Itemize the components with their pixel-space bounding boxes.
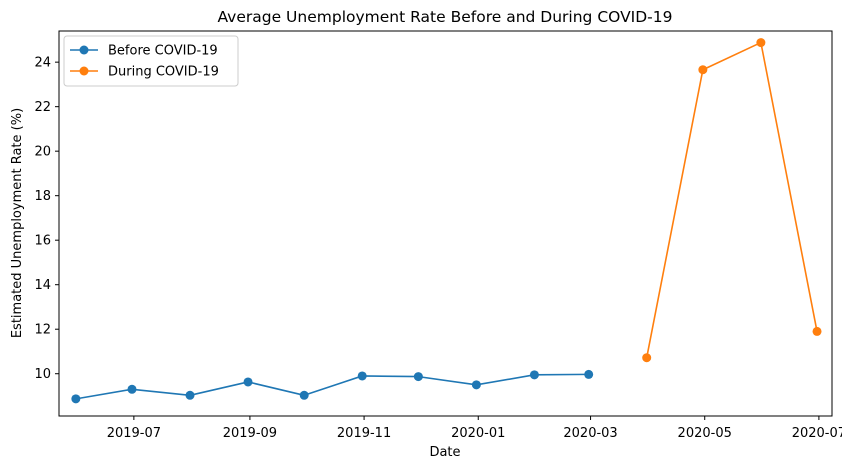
data-point — [71, 394, 81, 404]
x-tick-label: 2019-11 — [337, 426, 391, 441]
data-point — [471, 380, 481, 390]
y-tick-label: 20 — [34, 145, 51, 160]
y-axis-label: Estimated Unemployment Rate (%) — [10, 108, 25, 338]
y-tick-label: 22 — [34, 100, 51, 115]
legend-item: Before COVID-19 — [70, 44, 218, 59]
data-point — [529, 370, 539, 380]
data-point — [357, 371, 367, 381]
legend-item: During COVID-19 — [70, 65, 219, 80]
y-tick-label: 24 — [34, 56, 51, 71]
legend-label: Before COVID-19 — [108, 44, 218, 59]
y-tick-label: 10 — [34, 367, 51, 382]
data-point — [756, 38, 766, 48]
y-tick-label: 12 — [34, 323, 51, 338]
data-point — [243, 377, 253, 387]
x-tick-label: 2020-07 — [792, 426, 842, 441]
data-point — [299, 390, 309, 400]
series-during-covid — [642, 38, 822, 363]
legend-marker — [79, 66, 89, 76]
x-tick-label: 2019-09 — [223, 426, 277, 441]
data-point — [185, 390, 195, 400]
x-tick-label: 2020-01 — [451, 426, 505, 441]
x-tick-label: 2019-07 — [107, 426, 161, 441]
data-point — [584, 369, 594, 379]
data-point — [812, 326, 822, 336]
x-tick-label: 2020-03 — [563, 426, 617, 441]
data-point — [698, 65, 708, 75]
series-before-covid — [71, 369, 594, 404]
y-tick-label: 16 — [34, 234, 51, 249]
legend: Before COVID-19 During COVID-19 — [63, 35, 239, 87]
data-point — [413, 372, 423, 382]
x-axis-label: Date — [429, 445, 460, 460]
chart-title: Average Unemployment Rate Before and Dur… — [217, 8, 672, 26]
y-tick-label: 14 — [34, 278, 51, 293]
x-tick-label: 2020-05 — [678, 426, 732, 441]
legend-label: During COVID-19 — [108, 65, 219, 80]
legend-box — [63, 35, 239, 87]
legend-marker — [79, 45, 89, 55]
data-point — [127, 384, 137, 394]
axes-frame — [58, 30, 833, 417]
series-line — [645, 41, 818, 358]
series-line — [75, 373, 589, 400]
y-tick-label: 18 — [34, 189, 51, 204]
plot-area: 2019-07 2019-09 2019-11 2020-01 2020-03 2020-… — [34, 30, 842, 441]
data-point — [642, 353, 652, 363]
